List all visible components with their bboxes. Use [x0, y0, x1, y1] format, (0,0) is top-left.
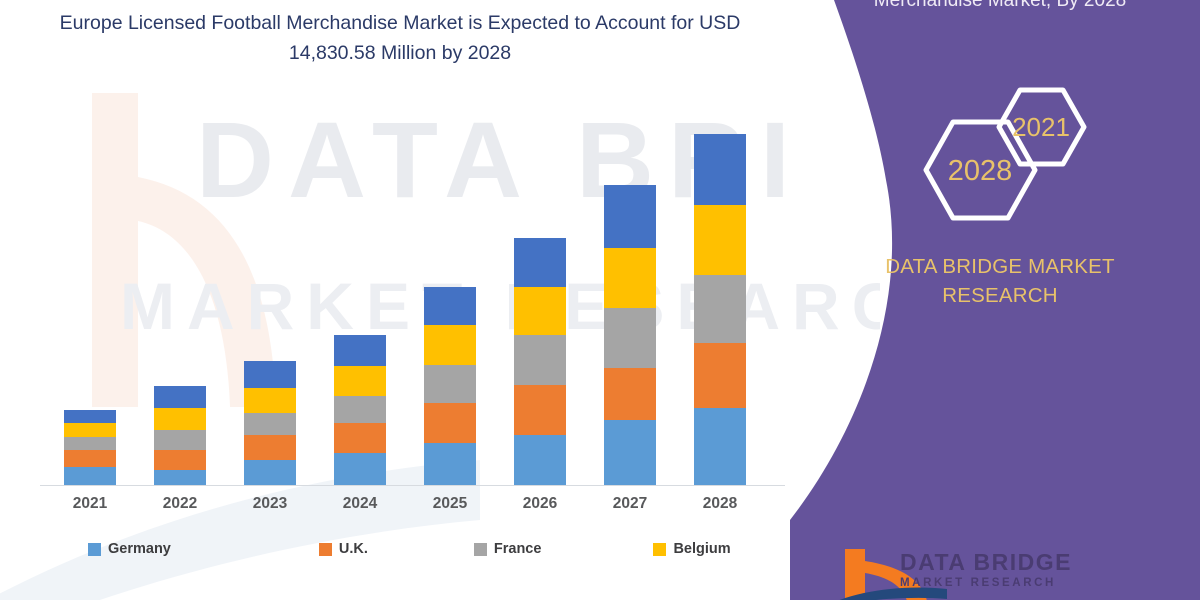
bar-segment-belgium [244, 388, 296, 413]
brand-name: DATA BRIDGE MARKET RESEARCH [810, 252, 1190, 310]
x-axis-label-2028: 2028 [702, 495, 738, 512]
x-axis-label-2027: 2027 [612, 495, 648, 512]
bar-segment-rest-of-europe [64, 410, 116, 423]
bar-segment-germany [514, 435, 566, 485]
legend-swatch-icon [318, 542, 332, 556]
bar-segment-u-k [514, 385, 566, 435]
legend-item-u-k[interactable]: U.K. [318, 541, 368, 557]
brand-line-2: RESEARCH [942, 284, 1058, 307]
legend-swatch-icon [653, 542, 667, 556]
bar-segment-germany [64, 467, 116, 485]
bar-segment-belgium [514, 287, 566, 335]
x-axis-label-2021: 2021 [72, 495, 108, 512]
bar-segment-germany [694, 408, 746, 485]
bar-2022 [154, 386, 206, 485]
bar-segment-france [334, 396, 386, 423]
bar-segment-france [244, 413, 296, 435]
bar-segment-germany [604, 420, 656, 485]
bar-segment-rest-of-europe [514, 238, 566, 287]
brand-panel: Merchandise Market, By 2028 2021 2028 DA… [790, 0, 1200, 600]
bar-segment-france [514, 335, 566, 385]
hexagon-2028-icon [923, 119, 1038, 221]
hex-big-label: 2028 [948, 155, 1013, 187]
bar-segment-france [154, 430, 206, 450]
legend-label: Germany [108, 541, 171, 557]
bar-segment-u-k [334, 423, 386, 453]
bar-segment-belgium [334, 366, 386, 396]
bar-2025 [424, 287, 476, 485]
logo-tagline: MARKET RESEARCH [900, 577, 1056, 589]
bar-segment-france [694, 275, 746, 343]
bar-segment-u-k [694, 343, 746, 408]
bar-segment-belgium [64, 423, 116, 437]
data-bridge-logo-icon [839, 549, 947, 600]
bar-segment-rest-of-europe [334, 335, 386, 366]
page-title: Europe Licensed Football Merchandise Mar… [59, 12, 741, 64]
hex-small-label: 2021 [1012, 112, 1070, 142]
bar-segment-germany [424, 443, 476, 485]
chart-panel: DATA BRI MARKET RESEARCH Europe Licensed… [0, 12, 880, 600]
bar-segment-rest-of-europe [424, 287, 476, 325]
bar-segment-u-k [64, 450, 116, 467]
bar-segment-france [604, 308, 656, 368]
bar-segment-belgium [604, 248, 656, 308]
purple-background-shape [790, 0, 1200, 600]
x-axis-label-2024: 2024 [342, 495, 378, 512]
legend-label: U.K. [338, 541, 368, 557]
bar-segment-u-k [154, 450, 206, 470]
bar-segment-rest-of-europe [694, 134, 746, 205]
x-axis-label-2025: 2025 [432, 495, 468, 512]
bar-segment-rest-of-europe [154, 386, 206, 408]
legend-swatch-icon [88, 542, 101, 556]
bar-segment-belgium [424, 325, 476, 365]
legend-item-france[interactable]: France [473, 541, 542, 557]
bar-segment-u-k [244, 435, 296, 460]
legend-item-germany[interactable]: Germany [88, 541, 171, 557]
bar-segment-germany [244, 460, 296, 485]
x-axis-label-2023: 2023 [252, 495, 288, 512]
legend-swatch-icon [473, 542, 487, 556]
bar-segment-belgium [694, 205, 746, 275]
hexagon-2021-icon [996, 87, 1087, 167]
logo-wordmark: DATA BRIDGE [900, 549, 1072, 575]
bar-segment-france [424, 365, 476, 403]
bar-segment-belgium [154, 408, 206, 430]
legend-item-belgium[interactable]: Belgium [653, 541, 731, 557]
bar-2024 [334, 335, 386, 485]
x-axis-label-2026: 2026 [522, 495, 558, 512]
x-axis-label-2022: 2022 [162, 495, 198, 512]
bar-2027 [604, 185, 656, 485]
bar-segment-u-k [424, 403, 476, 443]
bar-segment-rest-of-europe [604, 185, 656, 248]
bar-segment-rest-of-europe [244, 361, 296, 388]
bar-segment-u-k [604, 368, 656, 420]
panel-title: Merchandise Market, By 2028 [873, 0, 1127, 11]
bar-segment-germany [334, 453, 386, 485]
x-axis-line [40, 485, 785, 486]
stacked-bar-chart: 2021 2022 2023 2024 2025 2026 2027 2028 [40, 134, 785, 512]
brand-line-1: DATA BRIDGE MARKET [885, 255, 1115, 278]
bar-2021 [64, 410, 116, 485]
hexagon-group: 2021 2028 [923, 87, 1087, 221]
legend-label: Belgium [673, 541, 731, 557]
bar-2023 [244, 361, 296, 485]
legend-label: France [493, 541, 542, 557]
bar-2028 [694, 134, 746, 485]
bar-segment-france [64, 437, 116, 450]
bar-2026 [514, 238, 566, 485]
bar-segment-germany [154, 470, 206, 485]
